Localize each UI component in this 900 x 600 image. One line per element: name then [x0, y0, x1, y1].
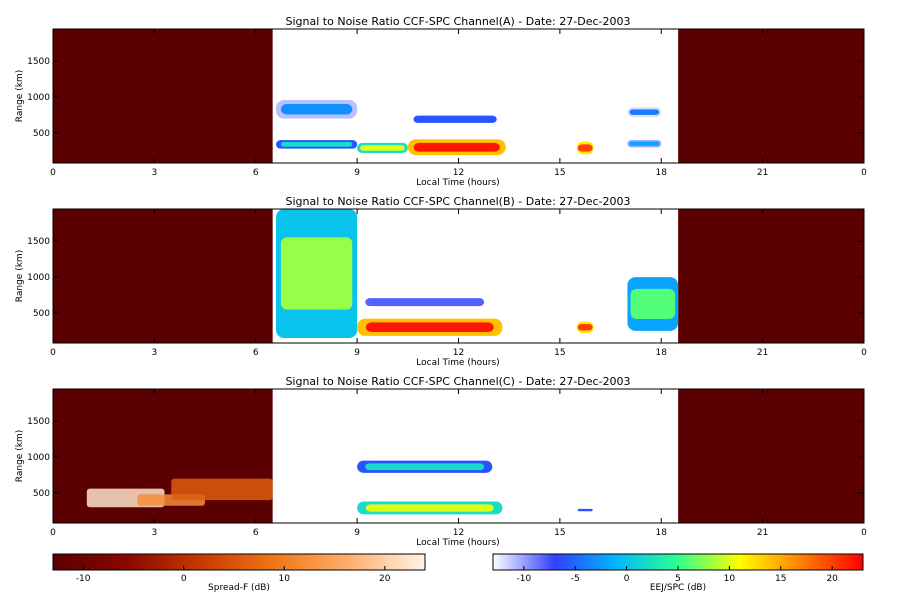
no-data-region	[678, 29, 864, 163]
echo-core	[413, 142, 500, 152]
x-tick-label: 0	[861, 168, 867, 178]
x-tick-label: 0	[861, 528, 867, 538]
plot-frame	[52, 388, 865, 524]
colorbar-tick-label: 0	[181, 574, 187, 584]
y-axis-label: Range (km)	[15, 430, 25, 482]
x-tick-label: 12	[453, 168, 464, 178]
no-data-region	[53, 29, 273, 163]
x-tick-label: 18	[656, 168, 668, 178]
x-tick-label: 0	[861, 348, 867, 358]
heatmap-marks	[53, 209, 864, 343]
y-tick-label: 1500	[27, 57, 50, 67]
no-data-region	[53, 209, 273, 343]
panel-title: Signal to Noise Ratio CCF-SPC Channel(B)…	[286, 195, 631, 208]
echo-core	[629, 109, 660, 115]
echo-core	[577, 144, 593, 152]
echo-core	[360, 145, 405, 151]
x-tick-label: 6	[253, 348, 259, 358]
echo-core	[629, 141, 660, 146]
no-data-region	[678, 389, 864, 523]
echo-core	[365, 298, 485, 307]
panel-title: Signal to Noise Ratio CCF-SPC Channel(A)…	[286, 15, 631, 28]
x-axis-label: Local Time (hours)	[416, 178, 499, 188]
x-tick-label: 3	[152, 528, 158, 538]
colorbar-ticks: -10 0 10 20	[76, 566, 391, 584]
x-tick-label: 0	[50, 528, 56, 538]
x-tick-label: 0	[50, 348, 56, 358]
y-tick-label: 500	[33, 129, 50, 139]
y-tick-label: 500	[33, 309, 50, 319]
panel-channel-b: Signal to Noise Ratio CCF-SPC Channel(B)…	[15, 195, 867, 368]
no-data-region	[678, 209, 864, 343]
echo-core	[280, 141, 353, 147]
x-tick-label: 18	[656, 528, 668, 538]
x-tick-label: 3	[152, 168, 158, 178]
y-tick-label: 1000	[27, 453, 50, 463]
x-tick-label: 12	[453, 528, 464, 538]
y-tick-label: 1000	[27, 93, 50, 103]
x-tick-label: 15	[554, 528, 565, 538]
colorbar-tick-label: -10	[516, 574, 531, 584]
colorbar-tick-label: 15	[775, 574, 786, 584]
echo-core	[365, 322, 494, 333]
x-tick-label: 9	[354, 168, 360, 178]
heatmap-marks	[53, 389, 864, 523]
x-tick-label: 21	[757, 168, 768, 178]
x-tick-label: 12	[453, 348, 464, 358]
y-tick-label: 1500	[27, 417, 50, 427]
colorbar-tick-label: 10	[724, 574, 736, 584]
colorbar-tick-label: 20	[826, 574, 838, 584]
echo-core	[413, 115, 497, 123]
colorbar-tick-label: 0	[624, 574, 630, 584]
axis-ticks: 0 3 6 9 12 15 18 21 0 500 1000 1500	[27, 389, 867, 538]
x-tick-label: 6	[253, 528, 259, 538]
y-axis-label: Range (km)	[15, 70, 25, 122]
colorbar-label: Spread-F (dB)	[208, 583, 270, 593]
colorbar-eej-spc: -10 -5 0 5 10 15 20 EEJ/SPC (dB)	[492, 553, 864, 593]
echo-core	[577, 324, 593, 331]
x-tick-label: 6	[253, 168, 259, 178]
panel-channel-a: Signal to Noise Ratio CCF-SPC Channel(A)…	[15, 15, 867, 188]
plot-frame	[52, 208, 865, 344]
panel-title: Signal to Noise Ratio CCF-SPC Channel(C)…	[285, 375, 630, 388]
colorbar-tick-label: 5	[675, 574, 681, 584]
echo-core	[630, 288, 676, 319]
colorbar-tick-label: 10	[279, 574, 291, 584]
x-tick-label: 3	[152, 348, 158, 358]
echo-core	[365, 463, 485, 471]
colorbar-tick-label: -10	[76, 574, 91, 584]
heatmap-marks	[53, 29, 864, 163]
x-tick-label: 21	[757, 528, 768, 538]
colorbar-tick-label: 20	[379, 574, 391, 584]
echo-core	[365, 504, 494, 512]
echo-core	[280, 237, 353, 310]
colorbar-label: EEJ/SPC (dB)	[650, 583, 706, 593]
colorbar-ticks: -10 -5 0 5 10 15 20	[516, 566, 838, 584]
y-tick-label: 1000	[27, 273, 50, 283]
panel-channel-c: Signal to Noise Ratio CCF-SPC Channel(C)…	[15, 375, 867, 548]
y-axis-label: Range (km)	[15, 250, 25, 302]
x-tick-label: 9	[354, 528, 360, 538]
y-tick-label: 500	[33, 489, 50, 499]
colorbar-gradient	[52, 553, 426, 571]
axis-ticks: 0 3 6 9 12 15 18 21 0 500 1000 1500	[27, 209, 867, 358]
x-tick-label: 18	[656, 348, 668, 358]
echo-core	[280, 104, 353, 115]
colorbar-tick-label: -5	[571, 574, 580, 584]
colorbar-spread-f: -10 0 10 20 Spread-F (dB)	[52, 553, 426, 593]
x-tick-label: 0	[50, 168, 56, 178]
x-tick-label: 15	[554, 348, 565, 358]
x-tick-label: 21	[757, 348, 768, 358]
y-tick-label: 1500	[27, 237, 50, 247]
x-axis-label: Local Time (hours)	[416, 358, 499, 368]
x-tick-label: 9	[354, 348, 360, 358]
x-tick-label: 15	[554, 168, 565, 178]
spread-f-echo	[171, 478, 273, 501]
plot-frame	[52, 28, 865, 164]
x-axis-label: Local Time (hours)	[416, 538, 499, 548]
axis-ticks: 0 3 6 9 12 15 18 21 0 500 1000 1500	[27, 29, 867, 178]
echo-core	[577, 508, 593, 512]
